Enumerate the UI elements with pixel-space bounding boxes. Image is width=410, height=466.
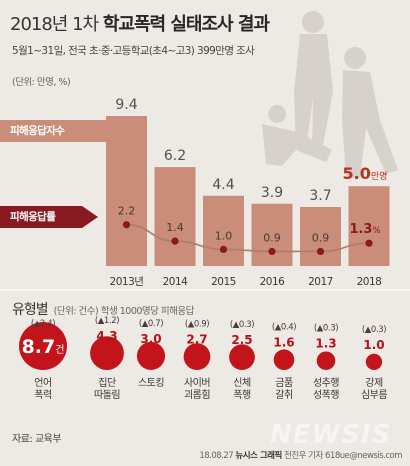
bar-value-label-5: 5.0만명 (343, 164, 388, 183)
survey-subtitle: 5월1~31일, 전국 초·중·고등학교(초4~고3) 399만명 조사 (12, 45, 255, 57)
type-bubble-3 (183, 343, 211, 371)
school-violence-illustration (262, 11, 398, 178)
type-change-label-6: (▲0.3) (314, 324, 338, 334)
type-change-label-4: (▲0.3) (230, 320, 254, 330)
type-change-label-2: (▲0.7) (139, 319, 163, 329)
x-tick-label-0: 2013년 (110, 276, 144, 288)
bar-value-label-0: 9.4 (115, 97, 137, 113)
x-tick-label-3: 2016 (260, 276, 286, 288)
type-bubble-0 (19, 322, 67, 370)
type-bubble-5 (273, 349, 295, 371)
rate-value-label-5: 1.3% (349, 222, 380, 237)
legend-respondents: 피해응답자수 (0, 120, 125, 142)
type-value-unit: 건 (55, 344, 64, 356)
newsis-watermark: NEWSIS (270, 420, 392, 450)
rate-point-0 (122, 221, 131, 229)
type-category-label-4: 신체 폭행 (233, 377, 251, 401)
yearly-chart: 9.4 2013년 6.2 2014 4.4 2015 3.9 2016 3.7 2017 5.0만… (106, 97, 390, 288)
legend-rate: 피해응답률 (0, 206, 98, 228)
rate-point-5 (365, 239, 373, 247)
bar-4 (300, 206, 341, 266)
rate-value-label-4: 0.9 (312, 231, 330, 244)
type-value-label-6: 1.3 (315, 337, 336, 351)
rate-line (126, 223, 370, 253)
bar-value-label-1: 6.2 (164, 148, 186, 164)
type-change-label-7: (▲0.3) (362, 325, 386, 335)
type-bubble-1 (90, 336, 124, 370)
x-tick-label-5: 2018 (357, 276, 382, 288)
type-bubble-4 (229, 344, 255, 370)
x-tick-label-2: 2015 (211, 276, 236, 288)
rate-point-1 (171, 237, 179, 245)
x-tick-label-1: 2014 (163, 276, 189, 288)
type-value-label-4: 2.5 (231, 333, 252, 347)
type-category-label-5: 금품 갈취 (275, 377, 293, 401)
rate-value-label-0: 2.2 (118, 205, 136, 218)
unit-note: (단위: 만명, %) (12, 77, 71, 88)
bar-value-label-2: 4.4 (212, 177, 234, 193)
type-value-label-0: 8.7건 (22, 336, 65, 358)
type-value-label-7: 1.0 (363, 338, 384, 352)
type-category-label-3: 사이버 괴롭힘 (184, 377, 210, 401)
rate-point-4 (316, 247, 325, 256)
rate-value-label-2: 1.0 (215, 229, 233, 242)
section-divider (0, 289, 410, 291)
type-change-label-0: (▲2.4) (31, 319, 55, 329)
rate-value-unit: % (372, 226, 380, 236)
type-value-label-5: 1.6 (273, 336, 294, 350)
type-section-title: 유형별 (단위: 건수) 학생 1000명당 피해응답 (12, 302, 194, 318)
bar-0 (106, 116, 147, 266)
type-category-label-7: 강제 심부름 (361, 377, 387, 401)
bar-3 (251, 203, 293, 266)
source-note: 자료: 교육부 (12, 434, 62, 445)
rate-point-2 (219, 245, 228, 253)
type-value-label-2: 3.0 (140, 332, 161, 346)
x-tick-label-4: 2017 (308, 276, 333, 288)
type-bubble-2 (136, 341, 166, 370)
type-change-label-3: (▲0.9) (185, 320, 209, 330)
bar-1 (154, 167, 196, 266)
bar-2 (203, 195, 244, 266)
bar-value-label-4: 3.7 (309, 188, 331, 204)
type-category-label-6: 성추행 성폭행 (313, 377, 339, 401)
rate-value-label-1: 1.4 (166, 221, 184, 234)
type-bubble-6 (316, 351, 336, 370)
rate-value-label-3: 0.9 (263, 231, 281, 244)
credit-line: 18.08.27 뉴시스 그래픽 전진우 기자 618ue@newsis.com (199, 451, 402, 461)
type-category-label-2: 스토킹 (138, 377, 164, 389)
type-category-label-0: 언어 폭력 (34, 377, 51, 401)
rate-point-3 (268, 247, 276, 256)
type-category-label-1: 집단 따돌림 (94, 377, 120, 401)
type-change-label-5: (▲0.4) (272, 323, 296, 333)
bar-5 (348, 186, 390, 266)
type-bubble-7 (365, 353, 383, 371)
type-value-label-1: 4.3 (96, 329, 117, 343)
type-value-label-3: 2.7 (186, 333, 207, 347)
bar-value-unit: 만명 (371, 171, 388, 182)
bar-value-label-3: 3.9 (261, 185, 283, 201)
page-title: 2018년 1차 학교폭력 실태조사 결과 (10, 14, 270, 35)
